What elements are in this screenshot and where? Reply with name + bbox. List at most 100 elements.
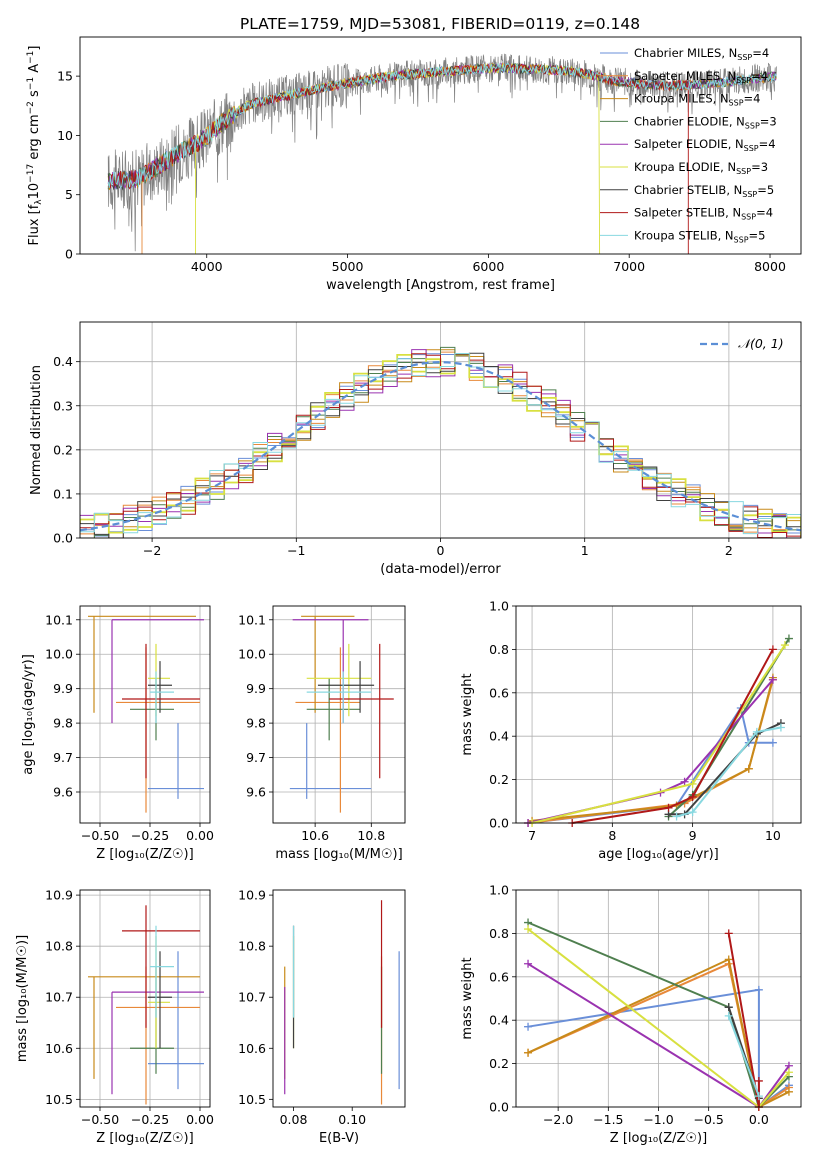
y-tick-label: 10.5 xyxy=(238,1092,266,1107)
y-tick-label: 0.2 xyxy=(53,442,73,457)
x-tick-label: 7 xyxy=(528,828,536,843)
weight-marker xyxy=(688,779,697,788)
axes-frame xyxy=(79,321,802,539)
axes-frame xyxy=(79,889,211,1108)
spectrum-data xyxy=(107,53,778,252)
weight-marker xyxy=(524,1048,533,1057)
legend-label: Kroupa MILES, NSSP=4 xyxy=(634,92,760,108)
y-tick-label: 0.1 xyxy=(53,486,73,501)
x-axis-label: mass [log₁₀(M/M☉)] xyxy=(275,847,402,862)
axes-frame xyxy=(79,605,211,824)
spectrum-model-8 xyxy=(107,62,777,189)
legend-label: Chabrier ELODIE, NSSP=3 xyxy=(634,114,777,130)
normal-curve xyxy=(79,360,802,532)
x-tick-label: 0.0 xyxy=(749,1112,769,1127)
legend-label: Salpeter ELODIE, NSSP=4 xyxy=(634,137,776,153)
x-tick-label: 0 xyxy=(437,543,445,558)
axes-mass-vs-z: −0.50 −0.25 0.00 10.5 10.6 10.7 10.8 10.9 Z [log… xyxy=(15,888,214,1146)
y-tick-label: 10.1 xyxy=(45,612,73,627)
y-tick-label: 0.2 xyxy=(489,1056,509,1071)
x-tick-label: −0.5 xyxy=(693,1112,723,1127)
y-tick-label: 9.8 xyxy=(53,716,73,731)
y-tick-label: 0.6 xyxy=(489,685,509,700)
y-axis-label: Normed distribution xyxy=(29,365,44,495)
weight-marker xyxy=(688,808,697,817)
spectrum-model-5 xyxy=(195,62,601,254)
x-tick-label: −1 xyxy=(287,543,305,558)
weight-line-7 xyxy=(572,648,774,824)
weight-marker xyxy=(688,792,697,801)
weight-marker xyxy=(672,812,681,821)
weight-marker xyxy=(524,959,533,968)
y-axis-label: mass weight xyxy=(460,673,475,755)
x-tick-label: 1 xyxy=(581,543,589,558)
y-axis-label: mass weight xyxy=(460,957,475,1039)
y-tick-label: 10.5 xyxy=(45,1092,73,1107)
weight-marker xyxy=(754,1076,763,1085)
x-tick-label: 2 xyxy=(725,543,733,558)
legend-label: Salpeter STELIB, NSSP=4 xyxy=(634,206,773,222)
y-tick-label: 10.1 xyxy=(238,612,266,627)
axes-residual-histogram: −2 −1 0 1 2 0.0 0.1 0.2 0.3 0.4 𝒩(0, 1) (data-model… xyxy=(29,321,802,577)
y-tick-label: 1.0 xyxy=(489,599,509,614)
figure-title: PLATE=1759, MJD=53081, FIBERID=0119, z=0… xyxy=(240,15,640,33)
y-tick-label: 0.0 xyxy=(489,816,509,831)
weight-marker xyxy=(780,641,789,650)
y-tick-label: 10.9 xyxy=(45,888,73,903)
weight-line-1 xyxy=(527,679,774,824)
y-tick-label: 9.6 xyxy=(246,785,266,800)
axes-frame xyxy=(515,889,802,1108)
x-tick-label: −0.25 xyxy=(131,828,169,843)
y-tick-label: 10.8 xyxy=(45,939,73,954)
axes-spectrum: 4000 5000 6000 7000 8000 0 5 10 15 Chabrier MILES… xyxy=(26,36,802,293)
y-tick-label: 0.0 xyxy=(53,531,73,546)
legend-label: Kroupa STELIB, NSSP=5 xyxy=(634,228,765,244)
weight-marker xyxy=(754,985,763,994)
x-axis-label: E(B-V) xyxy=(319,1131,359,1146)
axes-mass-weight-vs-age: 7 8 9 10 0.0 0.2 0.4 0.6 0.8 1.0 age [log₁₀(age/yr… xyxy=(460,599,802,862)
x-axis-label: (data-model)/error xyxy=(380,562,501,577)
weight-marker xyxy=(784,1068,793,1077)
weight-marker xyxy=(524,1022,533,1031)
y-axis-label: mass [log₁₀(M/M☉)] xyxy=(15,935,30,1062)
y-tick-label: 0.3 xyxy=(53,398,73,413)
x-tick-label: 6000 xyxy=(472,259,504,274)
weight-marker xyxy=(724,955,733,964)
axes-age-vs-mass: 10.6 10.8 9.6 9.7 9.8 9.9 10.0 10.1 mass [log₁₀(… xyxy=(238,605,406,862)
histogram-7 xyxy=(80,353,801,538)
weight-marker xyxy=(664,803,673,812)
y-tick-label: 9.6 xyxy=(53,785,73,800)
weight-marker xyxy=(752,727,761,736)
x-tick-label: 10 xyxy=(765,828,781,843)
weight-marker xyxy=(744,764,753,773)
axes-mass-vs-ebv: 0.08 0.10 10.5 10.6 10.7 10.8 10.9 E(B-V) xyxy=(238,888,406,1146)
weight-marker xyxy=(784,1087,793,1096)
y-tick-label: 0.0 xyxy=(489,1100,509,1115)
x-tick-label: 8000 xyxy=(754,259,786,274)
y-tick-label: 5 xyxy=(65,187,73,202)
y-tick-label: 9.9 xyxy=(246,681,266,696)
y-tick-label: 10.0 xyxy=(45,647,73,662)
weight-marker xyxy=(754,1092,763,1101)
histogram-8 xyxy=(80,353,801,538)
weight-marker xyxy=(768,675,777,684)
weight-marker xyxy=(524,925,533,934)
x-tick-label: 4000 xyxy=(191,259,223,274)
axes-age-vs-z: −0.50 −0.25 0.00 9.6 9.7 9.8 9.9 10.0 10.1 Z [log… xyxy=(21,605,214,862)
weight-line-8 xyxy=(727,1015,760,1097)
y-tick-label: 9.7 xyxy=(53,750,73,765)
x-axis-label: Z [log₁₀(Z/Z☉)] xyxy=(610,1131,707,1146)
x-tick-label: 5000 xyxy=(332,259,364,274)
axes-frame xyxy=(515,605,802,824)
weight-marker xyxy=(776,723,785,732)
x-axis-label: age [log₁₀(age/yr)] xyxy=(598,847,719,862)
y-tick-label: 9.8 xyxy=(246,716,266,731)
y-tick-label: 9.9 xyxy=(53,681,73,696)
y-tick-label: 10.6 xyxy=(45,1041,73,1056)
axes-frame xyxy=(272,605,406,824)
weight-marker xyxy=(768,738,777,747)
y-tick-label: 10.0 xyxy=(238,647,266,662)
x-tick-label: −1.5 xyxy=(593,1112,623,1127)
x-tick-label: 0.10 xyxy=(338,1112,366,1127)
